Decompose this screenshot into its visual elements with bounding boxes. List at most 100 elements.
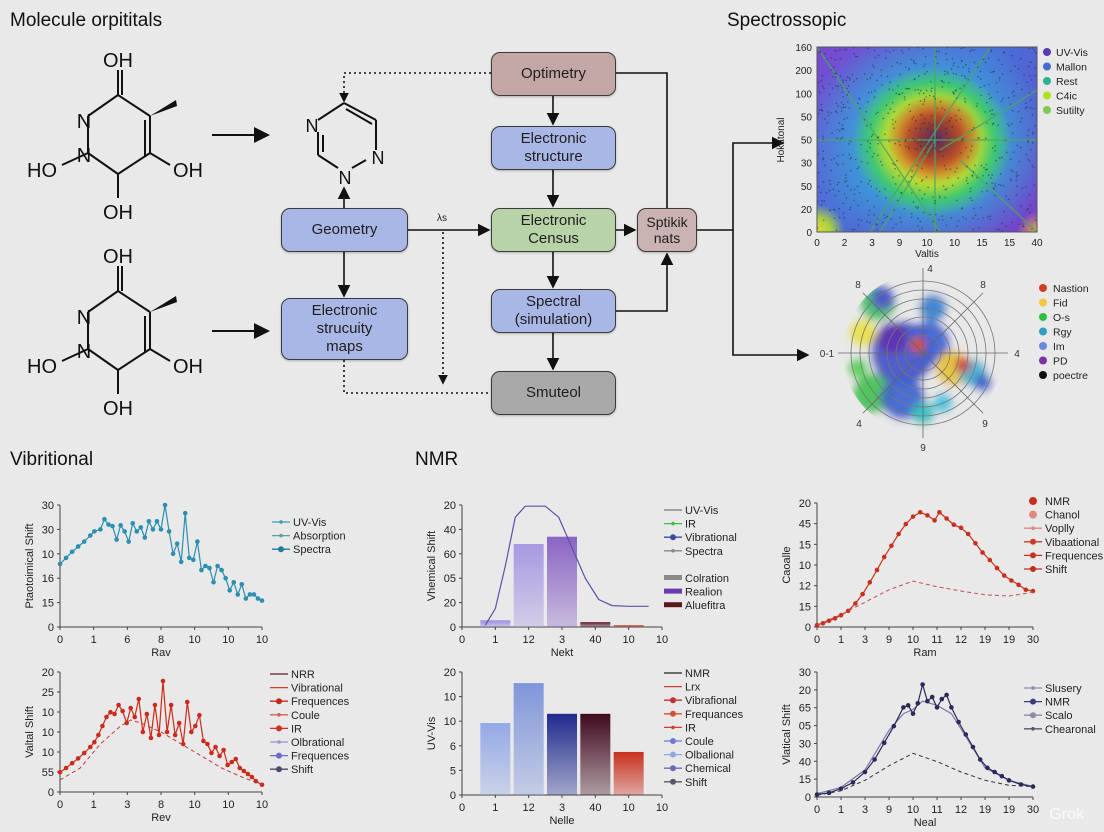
heatmap-dot	[978, 137, 980, 139]
legend-marker	[1043, 91, 1051, 100]
polar-axis-label: 9	[982, 419, 988, 430]
heatmap-dot	[848, 208, 851, 211]
heatmap-dot	[943, 70, 946, 73]
data-point	[925, 513, 930, 518]
heatmap-dot	[832, 66, 835, 69]
y-tick-label: 10	[42, 707, 54, 719]
legend-label: Colration	[685, 573, 729, 585]
heatmap-dot	[1011, 109, 1014, 112]
heatmap-dot	[1029, 92, 1031, 94]
heatmap-dot	[967, 156, 969, 158]
heatmap-dot	[951, 57, 954, 60]
atom-label: OH	[103, 50, 133, 72]
x-tick-label: 3	[124, 799, 130, 811]
heatmap-dot	[888, 51, 891, 53]
atom-label: N	[77, 341, 91, 363]
data-point	[243, 596, 249, 601]
heatmap-dot	[839, 49, 841, 51]
x-tick-label: 10	[656, 634, 668, 646]
heatmap-dot	[1012, 90, 1015, 92]
heatmap-dot	[860, 219, 863, 222]
data-point	[889, 543, 894, 549]
data-point	[215, 563, 220, 569]
heatmap-dot	[911, 192, 913, 194]
y-tick-label: 10	[42, 727, 54, 739]
heatmap-dot	[841, 136, 844, 139]
heatmap-dot	[869, 179, 871, 182]
heatmap-dot	[871, 133, 874, 136]
optimetry-box[interactable]: Optimetry	[491, 52, 616, 96]
heatmap-dot	[1007, 122, 1009, 125]
heatmap-dot	[925, 176, 928, 178]
electronic-census-box[interactable]: Electronic Census	[491, 208, 616, 252]
heatmap-dot	[993, 113, 996, 116]
heatmap-dot	[842, 103, 845, 106]
heatmap-dot	[965, 146, 967, 149]
heatmap-dot	[873, 206, 875, 208]
heatmap-dot	[875, 112, 877, 115]
structure-maps-box[interactable]: Electronic strucuity maps	[281, 298, 408, 360]
electronic-structure-box[interactable]: Electronic structure	[491, 126, 616, 170]
heatmap-dot	[1016, 185, 1018, 188]
x-tick-label: 1	[492, 634, 498, 646]
sptikik-box[interactable]: Sptikik nats	[637, 208, 697, 252]
data-point	[63, 765, 69, 771]
heatmap-dot	[994, 149, 996, 152]
heatmap-dot	[820, 204, 823, 206]
heatmap-dot	[997, 58, 1000, 61]
legend-label: Olbalional	[685, 750, 734, 762]
data-point	[88, 533, 93, 538]
heatmap-dot	[948, 120, 951, 123]
heatmap-dot	[934, 202, 936, 204]
data-point	[977, 757, 983, 762]
y-tick-label: 15	[799, 539, 811, 551]
heatmap-dot	[990, 49, 993, 51]
legend-label: Olbrational	[291, 737, 344, 749]
data-point	[116, 702, 121, 708]
heatmap-y-tick: 50	[801, 112, 813, 123]
spectral-simulation-box[interactable]: Spectral (simulation)	[491, 289, 616, 333]
heatmap-dot	[889, 81, 891, 84]
heatmap-dot	[881, 84, 883, 86]
data-point	[166, 529, 172, 534]
heatmap-dot	[968, 67, 970, 70]
heatmap-dot	[917, 206, 920, 208]
heatmap-dot	[845, 174, 847, 176]
heatmap-dot	[884, 197, 887, 199]
polar-legend-label: Fid	[1053, 298, 1068, 310]
heatmap-dot	[977, 75, 980, 78]
heatmap-dot	[932, 95, 935, 98]
y-tick-label: 20	[444, 598, 456, 610]
heatmap-legend-label: UV-Vis	[1056, 47, 1088, 59]
heatmap-dot	[1004, 139, 1007, 142]
heatmap-dot	[829, 183, 832, 185]
data-point	[69, 549, 75, 555]
y-tick-label: 30	[799, 738, 811, 750]
atom-label: OH	[173, 356, 203, 378]
geometry-box[interactable]: Geometry	[281, 208, 408, 252]
x-tick-label: 3	[862, 804, 868, 816]
title-nmr: NMR	[415, 449, 459, 470]
heatmap-dot	[821, 109, 824, 112]
heatmap-dot	[892, 227, 895, 229]
heatmap-dot	[838, 207, 841, 210]
x-tick-label: 0	[57, 634, 63, 646]
heatmap-dot	[851, 228, 854, 231]
data-point	[963, 732, 969, 737]
data-point	[251, 592, 257, 597]
heatmap-legend-label: Rest	[1056, 76, 1078, 88]
heatmap-dot	[913, 147, 916, 150]
heatmap-dot	[869, 221, 871, 224]
heatmap-dot	[911, 118, 913, 120]
bond	[149, 348, 171, 362]
heatmap-dot	[1019, 146, 1022, 149]
smuteol-box[interactable]: Smuteol	[491, 371, 616, 415]
heatmap-dot	[918, 229, 921, 232]
heatmap-dot	[965, 218, 967, 220]
heatmap-dot	[935, 136, 938, 139]
data-point	[96, 732, 101, 738]
heatmap-dot	[1008, 198, 1010, 201]
heatmap-dot	[898, 93, 901, 96]
heatmap-dot	[857, 102, 859, 105]
heatmap-dot	[999, 184, 1002, 187]
